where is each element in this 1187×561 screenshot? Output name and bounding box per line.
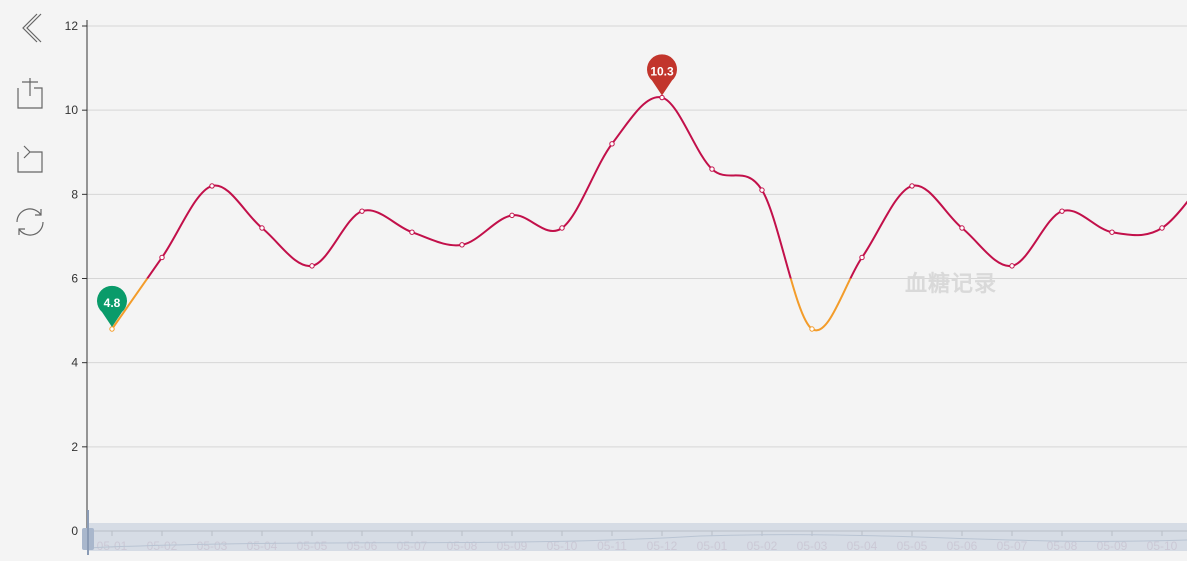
- data-point: [509, 212, 515, 219]
- data-point: [909, 183, 915, 189]
- data-zoom-preview: [86, 534, 1187, 549]
- grid: [87, 25, 1187, 448]
- series-line-low-group: [111, 278, 852, 332]
- data-zoom-track: [87, 523, 1187, 551]
- data-point: [759, 187, 765, 193]
- y-tick-label: 4: [71, 356, 78, 370]
- data-zoom-slider[interactable]: [82, 510, 1187, 555]
- data-point: [559, 225, 565, 231]
- data-point: [309, 263, 315, 269]
- series-line-normal-group: [146, 96, 1187, 279]
- y-tick-label: 12: [65, 19, 79, 33]
- data-point: [359, 208, 365, 214]
- data-point: [159, 254, 165, 261]
- zoom-in-icon[interactable]: [10, 74, 50, 114]
- series-points: [109, 94, 1165, 332]
- series-line: [111, 96, 1187, 332]
- axes: 02468101205-0105-0205-0305-0405-0505-060…: [65, 19, 1187, 553]
- data-point: [809, 326, 815, 332]
- marker-label-min: 4.8: [104, 296, 121, 310]
- series-line-normal: [146, 96, 1187, 279]
- data-point: [859, 254, 865, 261]
- y-tick-label: 10: [65, 103, 79, 117]
- toolbox: [10, 8, 50, 248]
- data-point: [659, 94, 665, 101]
- zoom-reset-icon[interactable]: [10, 138, 50, 178]
- data-point: [709, 166, 715, 172]
- series-line-low: [111, 278, 852, 332]
- data-point: [459, 242, 465, 248]
- watermark-text: 血糖记录: [905, 271, 997, 296]
- y-tick-label: 8: [71, 187, 78, 201]
- data-point: [1109, 229, 1115, 235]
- data-point: [959, 225, 965, 231]
- marker-pin-max: [647, 54, 677, 96]
- data-point: [109, 326, 115, 332]
- data-point: [1159, 225, 1165, 231]
- restore-icon[interactable]: [10, 202, 50, 242]
- data-point: [209, 183, 215, 189]
- y-tick-label: 2: [71, 440, 78, 454]
- markers: 4.8 10.3: [97, 54, 677, 327]
- y-tick-label: 0: [71, 524, 78, 538]
- marker-label-max: 10.3: [650, 65, 674, 79]
- data-point: [1059, 208, 1065, 214]
- data-point: [1009, 263, 1015, 269]
- data-point: [409, 229, 415, 235]
- data-point: [609, 141, 615, 147]
- marker-pin-min: [97, 285, 127, 327]
- y-tick-label: 6: [71, 272, 78, 286]
- data-point: [259, 225, 265, 231]
- back-icon[interactable]: [10, 8, 50, 48]
